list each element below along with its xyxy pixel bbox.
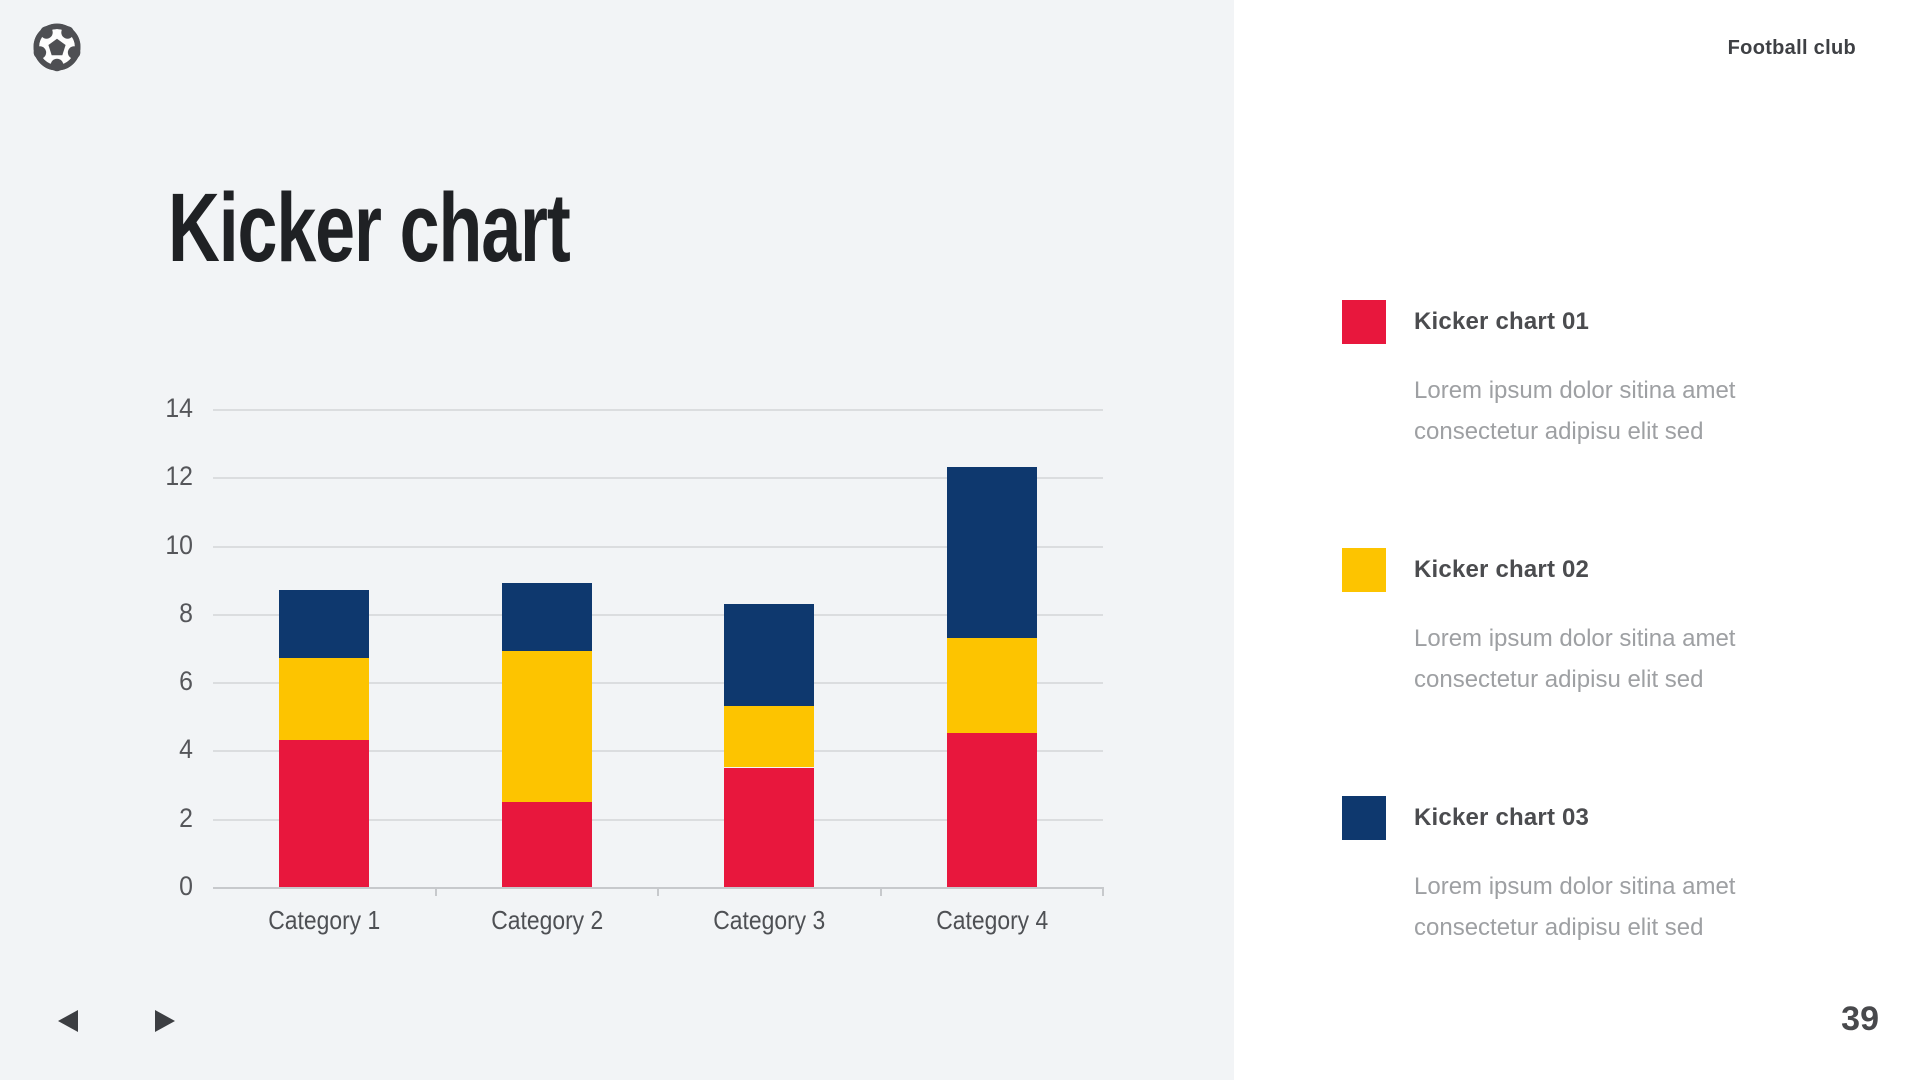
y-axis-label: 6 bbox=[179, 666, 193, 697]
bar-1-segment-3 bbox=[279, 589, 370, 659]
x-axis-label: Category 4 bbox=[935, 905, 1048, 935]
page-number: 39 bbox=[1841, 1000, 1879, 1038]
brand-text: Football club bbox=[1727, 37, 1856, 59]
y-axis-label: 0 bbox=[179, 871, 193, 901]
bar-3-segment-1 bbox=[724, 767, 815, 887]
legend-item-2: Kicker chart 02 Lorem ipsum dolor sitina… bbox=[1342, 548, 1802, 748]
x-axis-label: Category 2 bbox=[490, 905, 603, 935]
axis-tick bbox=[434, 887, 437, 896]
y-axis-label: 2 bbox=[179, 802, 193, 833]
bar-2-segment-2 bbox=[501, 651, 592, 802]
legend-description: Lorem ipsum dolor sitina amet consectetu… bbox=[1414, 873, 1736, 941]
x-axis-label: Category 1 bbox=[268, 905, 381, 935]
gridline-12 bbox=[213, 477, 1103, 480]
y-axis-label: 12 bbox=[165, 461, 193, 492]
axis-tick bbox=[657, 887, 659, 896]
legend-swatch-red bbox=[1342, 300, 1386, 344]
prev-slide-button[interactable] bbox=[58, 1010, 78, 1032]
legend-item-1: Kicker chart 01 Lorem ipsum dolor sitina… bbox=[1342, 300, 1802, 500]
gridline-6 bbox=[213, 682, 1103, 685]
y-axis-label: 14 bbox=[165, 393, 193, 423]
legend-title: Kicker chart 02 bbox=[1414, 556, 1590, 583]
right-panel bbox=[1234, 0, 1920, 1080]
y-axis-label: 10 bbox=[165, 529, 193, 560]
legend-description: Lorem ipsum dolor sitina amet consectetu… bbox=[1414, 625, 1736, 693]
soccer-ball-icon bbox=[33, 23, 81, 72]
legend-description: Lorem ipsum dolor sitina amet consectetu… bbox=[1414, 377, 1736, 445]
axis-tick bbox=[1102, 887, 1104, 896]
bar-2-segment-3 bbox=[501, 583, 592, 652]
legend-title: Kicker chart 03 bbox=[1414, 804, 1590, 831]
gridline-14 bbox=[213, 409, 1103, 411]
gridline-8 bbox=[213, 613, 1103, 616]
axis-tick bbox=[879, 887, 882, 896]
legend-item-3: Kicker chart 03 Lorem ipsum dolor sitina… bbox=[1342, 796, 1802, 996]
bar-4-segment-3 bbox=[946, 467, 1037, 638]
gridline-2 bbox=[213, 818, 1103, 821]
legend-swatch-navy bbox=[1342, 796, 1386, 840]
gridline-4 bbox=[213, 750, 1103, 753]
bar-3-segment-2 bbox=[724, 706, 815, 768]
bar-1-segment-1 bbox=[279, 740, 370, 887]
y-axis-label: 4 bbox=[179, 734, 193, 765]
page-title: Kicker chart bbox=[168, 173, 571, 282]
legend-title: Kicker chart 01 bbox=[1414, 308, 1590, 335]
bar-4-segment-2 bbox=[946, 637, 1037, 734]
next-slide-button[interactable] bbox=[155, 1010, 175, 1032]
bar-2-segment-1 bbox=[501, 801, 592, 887]
gridline-10 bbox=[213, 545, 1103, 548]
bar-4-segment-1 bbox=[946, 733, 1037, 887]
legend-swatch-yellow bbox=[1342, 548, 1386, 592]
y-axis-label: 8 bbox=[179, 597, 193, 628]
x-axis-label: Category 3 bbox=[713, 905, 826, 935]
stacked-bar-chart: 0 2 4 6 8 10 12 14 Category 1 Category 2 Category … bbox=[165, 393, 1104, 935]
bar-3-segment-3 bbox=[724, 603, 815, 707]
bar-1-segment-2 bbox=[279, 658, 370, 741]
